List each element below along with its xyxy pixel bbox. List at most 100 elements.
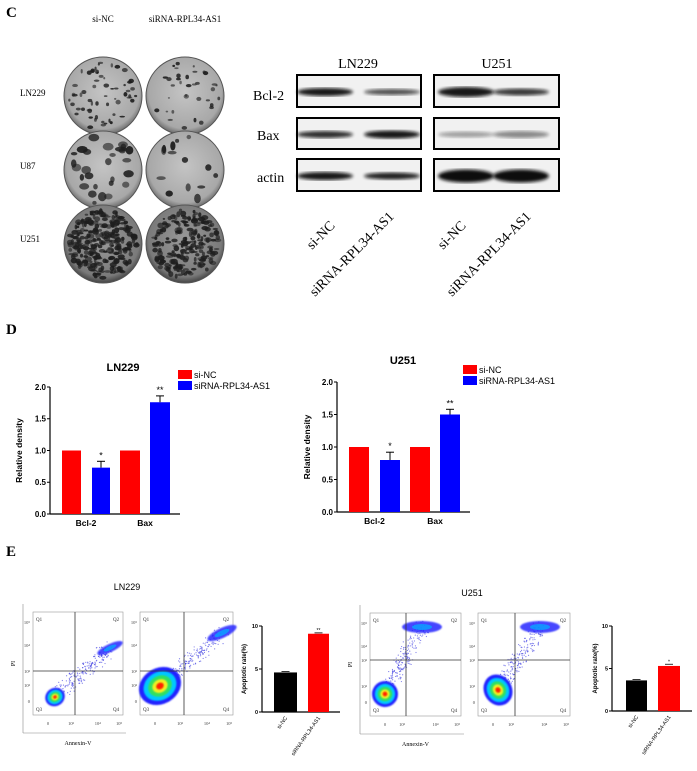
significance-label: *: [99, 450, 103, 460]
protein-band: [364, 172, 420, 180]
chart-title: U251: [390, 355, 416, 367]
y-tick-label: 10⁴: [24, 643, 31, 648]
legend-swatch: [178, 370, 192, 379]
y-tick-label: 10⁴: [361, 644, 368, 649]
panel-label-c: C: [6, 5, 17, 21]
y-tick-label: 10⁴: [469, 644, 476, 649]
flow-cell-label: LN229: [114, 582, 141, 592]
significance-label: **: [317, 628, 321, 634]
x-tick-label: 0: [154, 721, 157, 726]
legend-label: siRNA-RPL34-AS1: [194, 381, 270, 391]
y-axis-label: PI: [348, 662, 354, 667]
y-tick-label: 2.0: [35, 383, 47, 392]
blot-strip: [296, 117, 422, 150]
y-tick-label: 0.0: [35, 510, 47, 519]
quadrant-label: Q2: [113, 618, 120, 623]
y-tick-label: 1.0: [322, 443, 334, 452]
x-tick-label: 10⁴: [541, 722, 548, 727]
bar: [150, 402, 170, 514]
x-axis-label: Annexin-V: [402, 742, 430, 748]
blot-strip: [433, 158, 560, 192]
y-tick-label: 0: [28, 699, 31, 704]
x-tick-label: 10³: [399, 722, 406, 727]
y-tick-label: 10⁵: [469, 621, 476, 626]
quadrant-label: Q4: [113, 708, 120, 713]
significance-label: **: [446, 398, 454, 408]
western-blot-panel: LN229 U251 Bcl-2 Bax actin si-NC siRNA-R…: [253, 57, 560, 300]
quadrant-label: Q4: [223, 708, 230, 713]
bar-chart: 0 5 10 Apoptotic rate(%) si-NC * siRNA-RPL34-A…: [593, 624, 692, 756]
protein-band: [364, 130, 420, 139]
bar: [120, 450, 140, 514]
colony-plate: [63, 130, 143, 210]
quadrant-label: Q3: [143, 708, 150, 713]
legend-swatch: [178, 381, 192, 390]
quadrant-label: Q2: [223, 618, 230, 623]
flow-scatter-plot: Q1 Q2 Q3 Q4 0 10³ 10⁴ 10⁵ 0 10² 10³ 10⁴ 10⁵ Annexin-V…: [348, 605, 464, 748]
x-tick-label: Bax: [137, 518, 153, 528]
y-tick-label: 5: [605, 666, 608, 672]
protein-band: [438, 131, 494, 138]
blot-cell-label: LN229: [338, 57, 378, 72]
flow-cytometry-panel: LN229 U251 Q1 Q2 Q3 Q4 0 10³ 10⁴ 10⁵ 0 10² 10³ 10⁴ 1…: [11, 582, 571, 748]
x-tick-label: siRNA-RPL34-AS1: [641, 715, 673, 757]
y-axis-label: Relative density: [302, 414, 312, 479]
blot-lane-label: si-NC: [435, 219, 469, 253]
colony-column-label: si-NC: [92, 14, 114, 24]
quadrant-label: Q4: [451, 709, 458, 714]
y-tick-label: 10³: [469, 658, 476, 663]
y-axis-label: Apoptotic rate(%): [242, 644, 248, 694]
colony-plate: [63, 56, 143, 136]
colony-row-label: U251: [20, 234, 40, 244]
y-tick-label: 5: [255, 667, 258, 673]
blot-cell-label: U251: [481, 57, 512, 72]
bar-chart: 0 5 10 Apoptotic rate(%) si-NC ** siRNA-RPL34-…: [242, 624, 340, 757]
x-tick-label: Bcl-2: [76, 518, 97, 528]
x-tick-label: 10⁴: [95, 721, 102, 726]
y-tick-label: 1.5: [322, 410, 334, 419]
y-tick-label: 10³: [131, 669, 138, 674]
y-tick-label: 10³: [361, 658, 368, 663]
quadrant-label: Q1: [373, 619, 380, 624]
protein-band: [297, 131, 353, 138]
significance-label: **: [156, 385, 164, 395]
protein-band: [297, 88, 353, 96]
protein-band: [297, 172, 353, 180]
x-tick-label: 10⁵: [563, 722, 570, 727]
y-tick-label: 0: [473, 700, 476, 705]
x-tick-label: 10⁵: [454, 722, 461, 727]
y-tick-label: 10⁵: [361, 621, 368, 626]
quadrant-label: Q4: [560, 709, 567, 714]
y-axis-label: PI: [11, 661, 17, 666]
legend-label: si-NC: [479, 365, 502, 375]
y-tick-label: 10⁴: [131, 643, 138, 648]
blot-protein-label: actin: [257, 171, 284, 186]
y-tick-label: 10²: [24, 683, 31, 688]
x-tick-label: Bcl-2: [364, 516, 385, 526]
blot-lane-label: siRNA-RPL34-AS1: [307, 209, 397, 299]
x-tick-label: si-NC: [276, 716, 289, 731]
bar: [440, 414, 460, 512]
y-tick-label: 0.5: [35, 478, 47, 487]
panel-label-d: D: [6, 322, 17, 338]
y-tick-label: 10⁵: [24, 620, 31, 625]
panel-label-e: E: [6, 544, 16, 560]
y-tick-label: 1.5: [35, 415, 47, 424]
bar: [349, 447, 369, 512]
x-tick-label: siRNA-RPL34-AS1: [291, 716, 323, 758]
colony-row-label: LN229: [20, 88, 46, 98]
y-tick-label: 0: [605, 709, 608, 715]
protein-band: [364, 89, 420, 95]
blot-strip: [433, 74, 560, 108]
y-tick-label: 10²: [131, 683, 138, 688]
flow-scatter-plot: Q1 Q2 Q3 Q4 0 10³ 10⁴ 10⁵ 0 10² 10³ 10⁴ 10⁵: [131, 611, 237, 726]
colony-row-label: U87: [20, 161, 36, 171]
bar: [410, 447, 430, 512]
colony-column-label: siRNA-RPL34-AS1: [149, 14, 222, 24]
quadrant-label: Q3: [36, 708, 43, 713]
significance-label: *: [668, 659, 670, 665]
x-tick-label: 10⁴: [204, 721, 211, 726]
y-tick-label: 0: [255, 710, 258, 716]
protein-band: [493, 131, 549, 138]
quadrant-label: Q2: [451, 619, 458, 624]
